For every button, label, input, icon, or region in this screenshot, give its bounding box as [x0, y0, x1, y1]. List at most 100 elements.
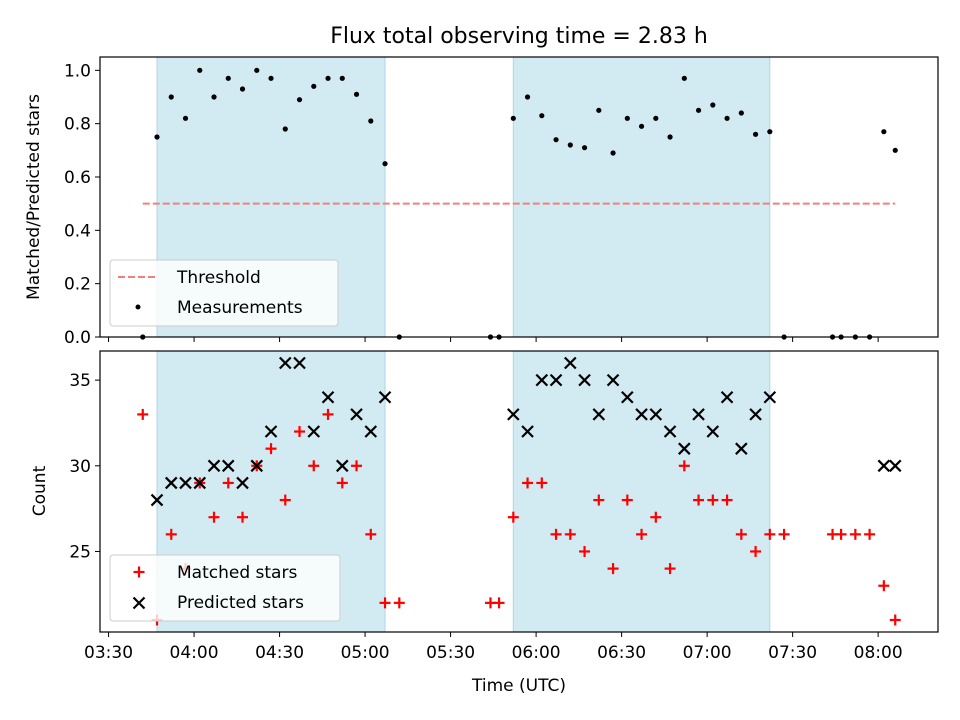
matched-star-point: [849, 528, 861, 540]
legend-measurements-label: Measurements: [177, 298, 303, 318]
top-legend-box: [109, 259, 339, 327]
legend-matched-label: Matched stars: [177, 563, 297, 583]
predicted-star-point: [535, 373, 549, 387]
measurement-point: [211, 94, 217, 100]
predicted-star-point: [720, 390, 734, 404]
y-tick-label: 0.4: [64, 221, 91, 241]
predicted-star-point: [635, 408, 648, 421]
predicted-star-point: [649, 408, 663, 421]
matched-star-point: [889, 614, 901, 626]
measurement-point: [596, 107, 602, 113]
x-tick-label: 05:00: [341, 643, 390, 663]
bottom-y-axis-label: Count: [30, 465, 50, 516]
measurement-point: [197, 67, 203, 73]
measurement-point: [653, 115, 659, 121]
matched-star-point: [678, 460, 690, 472]
predicted-star-point: [236, 476, 249, 490]
y-tick-label: 30: [69, 457, 91, 477]
measurement-point: [892, 147, 898, 153]
matched-star-point: [593, 494, 605, 506]
predicted-star-point: [378, 390, 392, 404]
matched-star-point: [137, 408, 149, 420]
bottom-x-ticks: 03:30 04:00 04:30 05:00 05:30 06:00 06:30 07:00…: [84, 632, 903, 663]
matched-star-point: [735, 528, 747, 540]
x-tick-label: 06:00: [512, 643, 561, 663]
predicted-star-point: [692, 408, 705, 421]
matched-star-point: [650, 511, 662, 523]
matched-star-point: [308, 460, 320, 472]
measurement-point: [382, 161, 388, 167]
predicted-star-point: [678, 442, 691, 455]
measurement-point: [752, 131, 759, 137]
matched-star-point: [379, 597, 391, 609]
matched-star-point: [750, 545, 762, 557]
matched-star-point: [322, 408, 334, 420]
y-tick-label: 0.6: [64, 168, 91, 188]
measurement-point: [695, 107, 702, 113]
x-tick-label: 04:00: [170, 643, 219, 663]
legend-plus-marker: [133, 566, 145, 578]
y-tick-label: 0.8: [64, 115, 91, 135]
legend-measurements-swatch: [135, 304, 141, 310]
y-tick-label: 0.2: [64, 275, 91, 295]
predicted-star-point: [578, 373, 591, 387]
bottom-y-ticks: 25 30 35: [69, 371, 100, 562]
legend-matched-swatch: [133, 566, 145, 578]
top-y-ticks: 0.0 0.2 0.4 0.6 0.8 1.0: [64, 61, 100, 348]
predicted-star-point: [888, 459, 902, 473]
predicted-star-point: [564, 356, 577, 370]
legend-cross-marker: [132, 596, 146, 610]
matched-star-point: [721, 494, 733, 506]
measurement-point: [182, 115, 189, 121]
measurement-point: [353, 91, 360, 97]
matched-star-point: [707, 494, 719, 506]
matched-star-point: [835, 528, 847, 540]
predicted-star-point: [307, 425, 321, 438]
predicted-star-point: [321, 390, 335, 404]
measurement-point: [154, 134, 160, 140]
predicted-star-point: [164, 476, 178, 490]
predicted-star-point: [606, 373, 620, 387]
measurement-point: [524, 94, 531, 100]
predicted-star-point: [150, 493, 164, 507]
predicted-star-point: [364, 425, 378, 438]
predicted-star-point: [621, 390, 634, 404]
measurement-point: [325, 75, 331, 81]
x-tick-label: 03:30: [84, 643, 133, 663]
predicted-star-point: [278, 356, 292, 370]
measurement-point: [738, 110, 744, 116]
measurement-point: [553, 137, 559, 143]
measurement-point: [368, 118, 374, 124]
bottom-predicted-stars: [150, 356, 902, 507]
measurement-point: [624, 115, 630, 121]
predicted-star-point: [592, 408, 606, 421]
matched-star-point: [764, 528, 776, 540]
top-x-ticks: [108, 337, 879, 342]
matched-star-point: [336, 477, 348, 489]
matched-star-point: [522, 477, 534, 489]
predicted-star-point: [221, 459, 235, 473]
predicted-star-point: [521, 425, 534, 438]
measurement-point: [724, 115, 730, 121]
measurement-point: [581, 145, 588, 151]
bottom-matched-stars: [137, 408, 901, 626]
matched-star-point: [493, 597, 505, 609]
y-tick-label: 25: [69, 542, 91, 562]
x-tick-label: 05:30: [426, 643, 475, 663]
measurement-point: [254, 67, 260, 73]
matched-star-point: [621, 494, 633, 506]
predicted-star-point: [207, 459, 221, 473]
predicted-star-point: [336, 459, 349, 473]
matched-star-point: [536, 477, 548, 489]
matched-star-point: [864, 528, 876, 540]
matched-star-point: [579, 545, 591, 557]
measurement-point: [282, 126, 288, 132]
matched-star-point: [365, 528, 377, 540]
matched-star-point: [351, 460, 363, 472]
predicted-star-point: [507, 408, 520, 421]
predicted-star-point: [735, 442, 748, 455]
bottom-axes-frame: [99, 350, 939, 633]
matched-star-point: [279, 494, 291, 506]
legend-predicted-label: Predicted stars: [177, 593, 304, 613]
predicted-star-point: [549, 373, 563, 387]
